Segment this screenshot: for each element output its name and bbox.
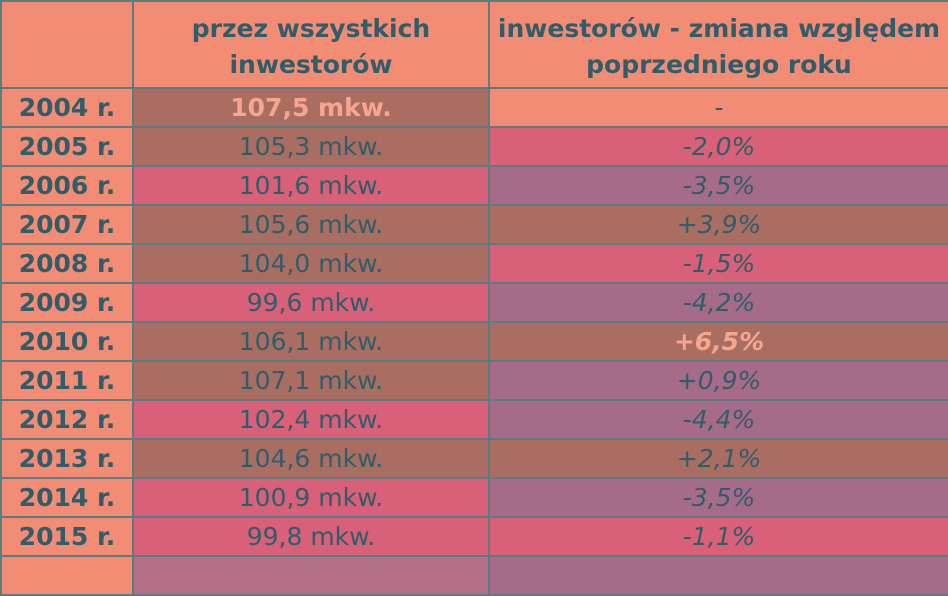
area-cell: 104,6 mkw. <box>132 438 490 479</box>
table-row: 2008 r. 104,0 mkw. -1,5% <box>0 243 948 284</box>
table-row: 2004 r. 107,5 mkw. - <box>0 87 948 128</box>
table-row: 2005 r. 105,3 mkw. -2,0% <box>0 126 948 167</box>
area-cell: 105,6 mkw. <box>132 204 490 245</box>
change-cell: +2,1% <box>488 438 948 479</box>
year-cell <box>0 555 134 596</box>
change-cell: -2,0% <box>488 126 948 167</box>
area-cell: 104,0 mkw. <box>132 243 490 284</box>
table-row: 2012 r. 102,4 mkw. -4,4% <box>0 399 948 440</box>
change-cell: +3,9% <box>488 204 948 245</box>
header-average-area: przez wszystkich inwestorów <box>132 0 490 89</box>
change-cell: -1,1% <box>488 516 948 557</box>
change-cell: -3,5% <box>488 477 948 518</box>
area-cell: 107,1 mkw. <box>132 360 490 401</box>
change-cell: -4,4% <box>488 399 948 440</box>
year-cell: 2008 r. <box>0 243 134 284</box>
area-cell: 102,4 mkw. <box>132 399 490 440</box>
table-row: 2009 r. 99,6 mkw. -4,2% <box>0 282 948 323</box>
year-cell: 2009 r. <box>0 282 134 323</box>
change-cell <box>488 555 948 596</box>
year-cell: 2004 r. <box>0 87 134 128</box>
year-cell: 2007 r. <box>0 204 134 245</box>
area-cell: 101,6 mkw. <box>132 165 490 206</box>
table-row: 2013 r. 104,6 mkw. +2,1% <box>0 438 948 479</box>
year-cell: 2012 r. <box>0 399 134 440</box>
year-cell: 2015 r. <box>0 516 134 557</box>
area-cell: 107,5 mkw. <box>132 87 490 128</box>
year-cell: 2011 r. <box>0 360 134 401</box>
table-row: 2010 r. 106,1 mkw. +6,5% <box>0 321 948 362</box>
year-cell: 2010 r. <box>0 321 134 362</box>
area-cell: 99,6 mkw. <box>132 282 490 323</box>
change-cell: -1,5% <box>488 243 948 284</box>
change-cell: +6,5% <box>488 321 948 362</box>
year-cell: 2005 r. <box>0 126 134 167</box>
change-cell: -3,5% <box>488 165 948 206</box>
year-cell: 2006 r. <box>0 165 134 206</box>
table-row: 2015 r. 99,8 mkw. -1,1% <box>0 516 948 557</box>
header-year <box>0 0 134 89</box>
change-cell: -4,2% <box>488 282 948 323</box>
change-cell: +0,9% <box>488 360 948 401</box>
area-cell: 99,8 mkw. <box>132 516 490 557</box>
table-row-partial <box>0 555 948 596</box>
table-header-row: przez wszystkich inwestorów inwestorów -… <box>0 0 948 89</box>
year-cell: 2014 r. <box>0 477 134 518</box>
table-row: 2011 r. 107,1 mkw. +0,9% <box>0 360 948 401</box>
header-change: inwestorów - zmiana względem poprzednieg… <box>488 0 948 89</box>
area-cell <box>132 555 490 596</box>
table-row: 2006 r. 101,6 mkw. -3,5% <box>0 165 948 206</box>
area-cell: 105,3 mkw. <box>132 126 490 167</box>
table-row: 2007 r. 105,6 mkw. +3,9% <box>0 204 948 245</box>
area-cell: 100,9 mkw. <box>132 477 490 518</box>
year-cell: 2013 r. <box>0 438 134 479</box>
table-row: 2014 r. 100,9 mkw. -3,5% <box>0 477 948 518</box>
area-cell: 106,1 mkw. <box>132 321 490 362</box>
change-cell: - <box>488 87 948 128</box>
